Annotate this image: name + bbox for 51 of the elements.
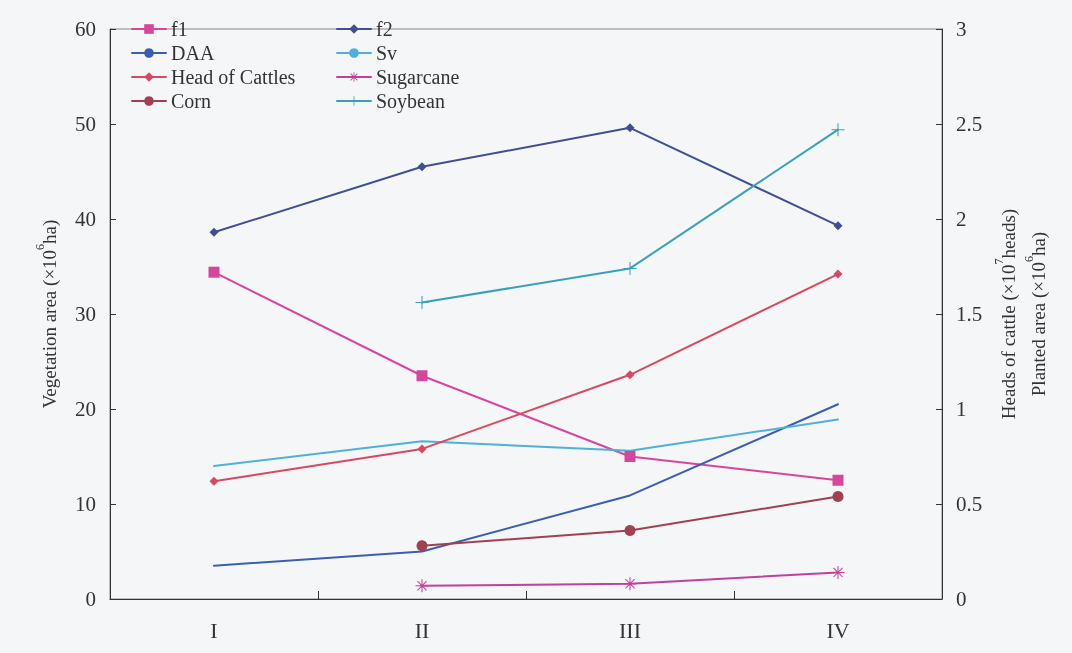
y-axis-title: Vegetation area (×106ha): [33, 219, 61, 409]
legend-label: f2: [376, 18, 393, 40]
legend-label: Corn: [171, 90, 211, 112]
point: [417, 162, 427, 172]
legend-label: Soybean: [376, 90, 445, 113]
line-series: [213, 403, 839, 567]
point: [833, 269, 843, 279]
y-tick-label: 20: [75, 397, 96, 421]
y-tick-label: 50: [75, 112, 96, 136]
point: [624, 525, 636, 537]
point: [831, 565, 845, 579]
point: [209, 227, 219, 237]
point: [831, 123, 845, 137]
point: [415, 296, 429, 310]
point: [208, 266, 220, 278]
y2-tick-label: 1: [956, 397, 967, 421]
point: [623, 577, 637, 591]
y2-tick-label: 0.5: [956, 492, 983, 516]
point: [832, 474, 844, 486]
y2-tick-label: 2.5: [956, 112, 983, 136]
point: [415, 579, 429, 593]
y-tick-label: 40: [75, 207, 96, 231]
legend-label: DAA: [171, 42, 215, 64]
point: [625, 370, 635, 380]
point: [623, 261, 637, 275]
y2-tick-label: 1.5: [956, 302, 983, 326]
point: [624, 451, 636, 462]
y-tick-label: 30: [75, 302, 96, 326]
x-tick-label: I: [210, 617, 218, 643]
y2-tick-label: 0: [956, 587, 967, 611]
legend-label: Head of Cattles: [171, 66, 296, 88]
point: [416, 540, 428, 552]
point: [209, 476, 219, 486]
y2-tick-label: 2: [956, 207, 967, 231]
point: [416, 370, 428, 382]
x-tick-label: II: [414, 617, 430, 643]
y2-tick-label: 3: [956, 17, 967, 41]
y-tick-label: 60: [75, 17, 96, 41]
line-series: [213, 418, 839, 467]
y-tick-label: 10: [75, 492, 96, 516]
y2-axis-title: Heads of cattle (×107heads) Planted area (×106ha): [992, 208, 1050, 420]
legend-label: Sugarcane: [376, 66, 460, 89]
point: [832, 490, 844, 502]
point: [833, 221, 843, 231]
point: [417, 444, 427, 454]
x-tick-label: IV: [826, 617, 850, 643]
legend-label: Sv: [376, 42, 398, 64]
legend-label: f1: [171, 18, 188, 40]
y-tick-label: 0: [85, 587, 96, 611]
x-tick-label: III: [619, 617, 641, 643]
point: [625, 123, 635, 133]
